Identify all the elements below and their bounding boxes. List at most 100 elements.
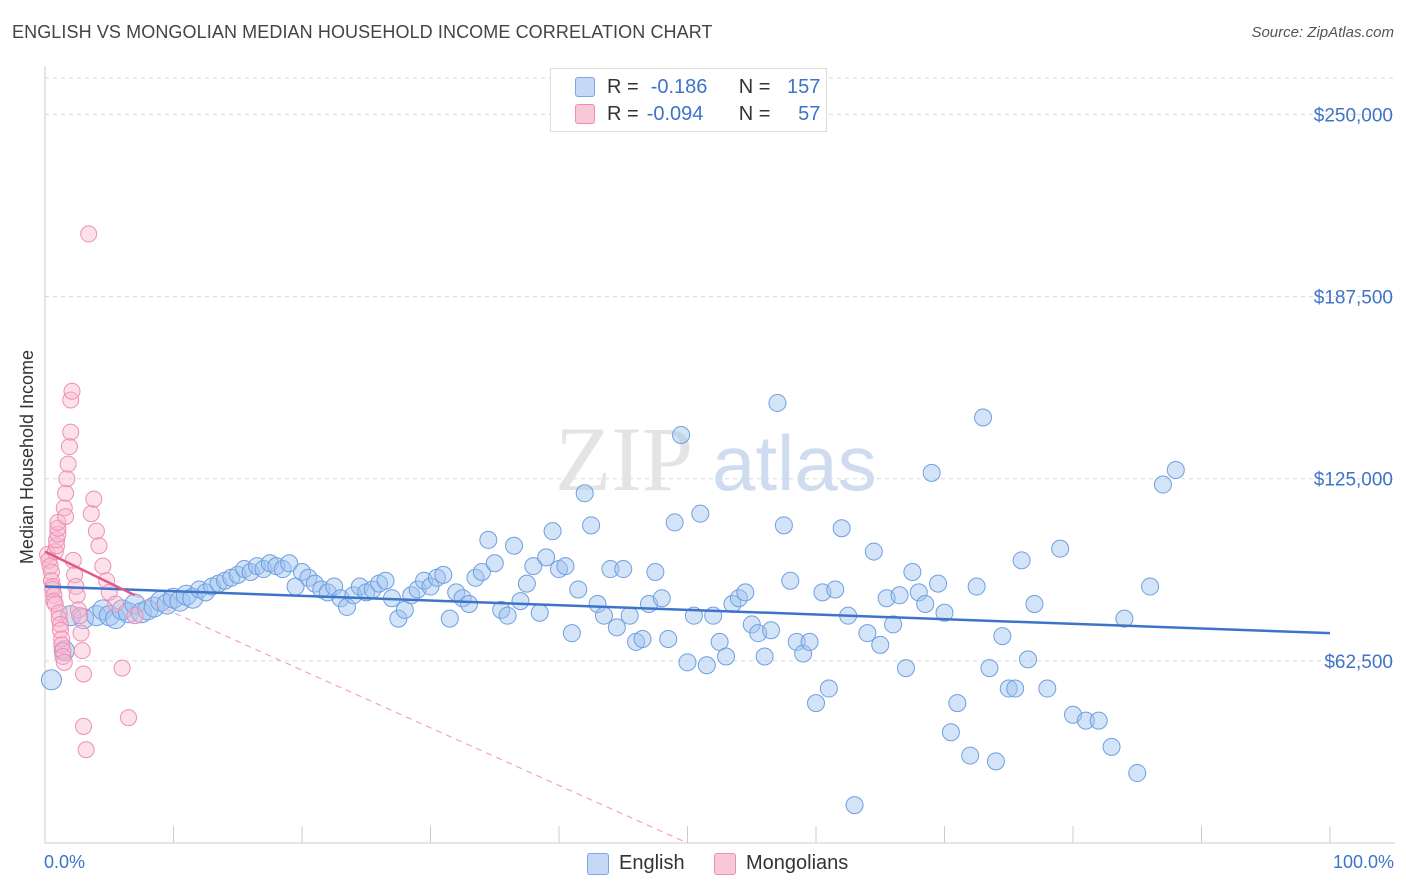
english-point	[980, 659, 999, 678]
axis-layer	[44, 66, 1395, 844]
english-point	[434, 565, 453, 584]
english-point	[858, 624, 877, 643]
english-point	[916, 595, 935, 614]
english-point	[697, 656, 716, 675]
mongolian-point	[51, 621, 69, 639]
english-point	[479, 530, 498, 549]
english-point	[511, 592, 530, 611]
english-point	[60, 605, 82, 627]
english-point	[903, 562, 922, 581]
english-point	[652, 589, 671, 608]
n-label: N =	[738, 102, 771, 125]
mongolian-point	[60, 438, 78, 456]
english-trend-line	[44, 585, 1331, 635]
y-tick-label: $125,000	[1314, 470, 1393, 491]
english-point	[280, 554, 299, 573]
english-point	[505, 536, 524, 555]
mongolian-point	[87, 522, 105, 540]
chart-source: Source: ZipAtlas.com	[1251, 24, 1394, 41]
mongolian-point	[55, 499, 73, 517]
english-point	[845, 796, 864, 815]
english-point	[967, 577, 986, 596]
english-point	[826, 580, 845, 599]
english-point	[794, 644, 813, 663]
legend-item-english: English	[587, 852, 685, 875]
english-point	[890, 586, 909, 605]
english-point	[440, 609, 459, 628]
english-point	[691, 504, 710, 523]
english-point	[961, 746, 980, 765]
english-point	[537, 548, 556, 567]
english-point	[871, 635, 890, 654]
english-point	[562, 624, 581, 643]
english-point	[999, 679, 1018, 698]
mongolian-point	[49, 519, 67, 537]
mongolian-point	[73, 642, 91, 660]
mongolian-points	[39, 225, 144, 759]
english-point	[1089, 711, 1108, 730]
english-point	[614, 560, 633, 579]
mongolian-point	[72, 624, 90, 642]
mongolian-point	[94, 557, 112, 575]
mongolian-point	[77, 741, 95, 759]
english-point	[659, 630, 678, 648]
mongolian-point	[51, 615, 69, 633]
english-point	[787, 632, 806, 651]
mongolian-trend-line	[44, 550, 136, 597]
mongolian-point	[126, 607, 144, 625]
mongolian-point	[62, 391, 80, 409]
y-tick-label: $62,500	[1324, 652, 1393, 673]
x-axis-min-label: 0.0%	[44, 852, 86, 872]
english-point	[524, 557, 543, 576]
english-point	[601, 560, 620, 579]
watermark-atlas: atlas	[712, 419, 877, 507]
mongolians-swatch	[575, 104, 595, 124]
mongolian-point	[58, 470, 76, 488]
english-point	[1006, 679, 1025, 698]
mongolian-point	[62, 423, 80, 441]
mongolian-point	[42, 563, 60, 581]
n-value: 157	[787, 75, 821, 98]
english-point	[1076, 711, 1095, 730]
correlation-legend: R = -0.186 N = 157 R = -0.094 N = 57	[550, 68, 827, 132]
legend-row-mongolians: R = -0.094 N = 57	[575, 102, 820, 126]
english-point	[1128, 764, 1147, 783]
english-point	[1038, 679, 1057, 698]
english-point	[633, 630, 652, 648]
mongolian-point	[120, 709, 138, 727]
english-point	[517, 574, 536, 593]
n-value: 57	[798, 102, 821, 125]
english-point	[948, 694, 967, 713]
english-point	[1102, 737, 1121, 756]
legend-english-label: English	[619, 852, 685, 874]
mongolian-point	[85, 490, 103, 508]
english-swatch	[575, 77, 595, 97]
english-point	[1019, 650, 1038, 669]
english-point	[607, 618, 626, 637]
mongolian-point	[54, 647, 72, 665]
english-point	[543, 522, 562, 541]
english-point	[884, 615, 903, 634]
english-point	[755, 647, 774, 666]
english-point	[646, 562, 665, 581]
y-tick-label: $187,500	[1314, 288, 1393, 309]
legend-mongolians-label: Mongolians	[746, 852, 849, 874]
mongolian-point	[75, 665, 93, 683]
english-point	[935, 603, 954, 622]
english-point	[941, 723, 960, 742]
r-label: R =	[607, 102, 639, 125]
mongolian-point	[63, 382, 81, 400]
english-point	[569, 580, 588, 599]
mongolian-point	[107, 595, 125, 613]
mongolian-point	[80, 225, 98, 243]
y-tick-labels: $62,500 $125,000 $187,500 $250,000	[1314, 105, 1393, 672]
english-point	[832, 519, 851, 538]
mongolian-point	[69, 601, 87, 619]
english-point	[800, 632, 819, 651]
watermark: ZIP atlas	[555, 408, 877, 510]
legend-item-mongolians: Mongolians	[714, 852, 848, 875]
english-point	[105, 608, 127, 630]
english-point	[556, 557, 575, 576]
english-point	[1012, 551, 1031, 570]
